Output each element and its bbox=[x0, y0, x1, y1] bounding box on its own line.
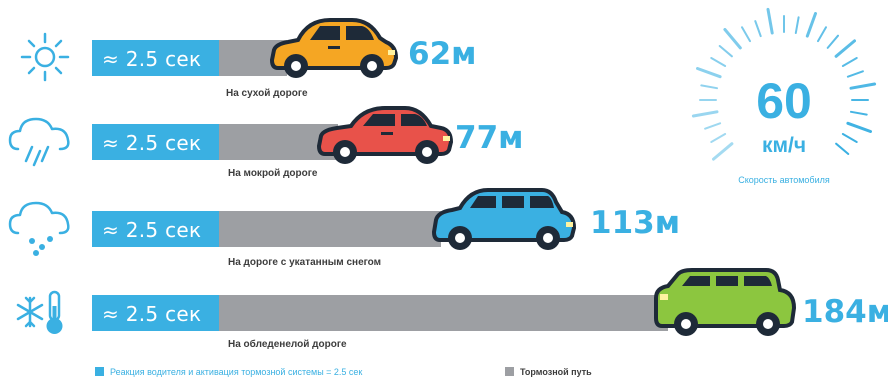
row-snow-road: ≈ 2.5 сек На дороге с укатанным снегом 1… bbox=[8, 188, 680, 268]
suv-car-icon bbox=[654, 268, 797, 336]
row-wet-road: ≈ 2.5 сек На мокрой дороге 77м bbox=[8, 106, 523, 179]
snowflake-thermometer-icon bbox=[16, 290, 63, 334]
hatchback-car-icon bbox=[269, 18, 399, 78]
reaction-bar bbox=[92, 124, 219, 160]
gauge-tick bbox=[741, 26, 751, 43]
gauge-tick bbox=[846, 70, 864, 78]
gauge-tick bbox=[841, 133, 858, 143]
station-wagon-car-icon bbox=[431, 188, 577, 250]
distance-value: 62м bbox=[408, 36, 476, 72]
gauge-tick bbox=[710, 133, 727, 143]
condition-label: На дороге с укатанным снегом bbox=[228, 257, 381, 268]
gauge-tick bbox=[754, 20, 762, 38]
sedan-car-icon bbox=[316, 106, 454, 164]
gauge-tick bbox=[696, 67, 722, 79]
gauge-tick bbox=[835, 142, 850, 155]
row-ice-road: ≈ 2.5 сек На обледенелой дороге 184м bbox=[16, 268, 888, 350]
condition-label: На сухой дороге bbox=[226, 88, 308, 99]
reaction-bar bbox=[92, 40, 219, 76]
speed-unit: км/ч bbox=[762, 134, 806, 157]
gauge-tick bbox=[805, 12, 817, 38]
gauge-tick bbox=[834, 39, 856, 58]
legend-swatch-reaction bbox=[95, 367, 104, 376]
speed-caption: Скорость автомобиля bbox=[738, 175, 830, 185]
reaction-label: ≈ 2.5 сек bbox=[102, 47, 201, 71]
gauge-tick bbox=[826, 34, 839, 49]
gauge-tick bbox=[817, 26, 827, 43]
reaction-label: ≈ 2.5 сек bbox=[102, 131, 201, 155]
gauge-tick bbox=[849, 82, 877, 90]
condition-label: На мокрой дороге bbox=[228, 168, 318, 179]
gauge-tick bbox=[850, 110, 868, 116]
rain-cloud-icon bbox=[8, 117, 70, 167]
gauge-tick bbox=[718, 45, 733, 58]
condition-label: На обледенелой дороге bbox=[228, 338, 347, 350]
gauge-tick bbox=[700, 84, 718, 90]
distance-value: 113м bbox=[590, 205, 680, 241]
gauge-tick bbox=[723, 28, 742, 50]
legend-swatch-braking bbox=[505, 367, 514, 376]
gauge-tick bbox=[691, 110, 719, 118]
reaction-label: ≈ 2.5 сек bbox=[102, 302, 201, 326]
reaction-bar bbox=[92, 295, 219, 331]
reaction-label: ≈ 2.5 сек bbox=[102, 218, 201, 242]
speed-value: 60 bbox=[756, 73, 812, 129]
distance-value: 184м bbox=[802, 294, 888, 330]
braking-bar bbox=[219, 295, 668, 331]
legend: Реакция водителя и активация тормозной с… bbox=[95, 367, 592, 377]
distance-value: 77м bbox=[455, 120, 523, 156]
braking-bar bbox=[219, 211, 441, 247]
gauge-tick bbox=[794, 16, 800, 34]
row-dry-road: ≈ 2.5 сек На сухой дороге 62м bbox=[20, 18, 476, 99]
gauge-tick bbox=[704, 122, 722, 130]
gauge-tick bbox=[712, 142, 734, 161]
legend-reaction-label: Реакция водителя и активация тормозной с… bbox=[110, 367, 362, 377]
gauge-tick bbox=[766, 7, 774, 35]
speedometer: 60 км/ч Скорость автомобиля bbox=[691, 7, 877, 185]
gauge-tick bbox=[710, 57, 727, 67]
gauge-tick bbox=[846, 121, 872, 133]
speedometer-gauge-icon bbox=[691, 7, 877, 161]
reaction-bar bbox=[92, 211, 219, 247]
sun-icon bbox=[20, 32, 70, 82]
gauge-tick bbox=[841, 57, 858, 67]
snow-cloud-icon bbox=[8, 201, 70, 256]
legend-braking-label: Тормозной путь bbox=[520, 367, 592, 377]
